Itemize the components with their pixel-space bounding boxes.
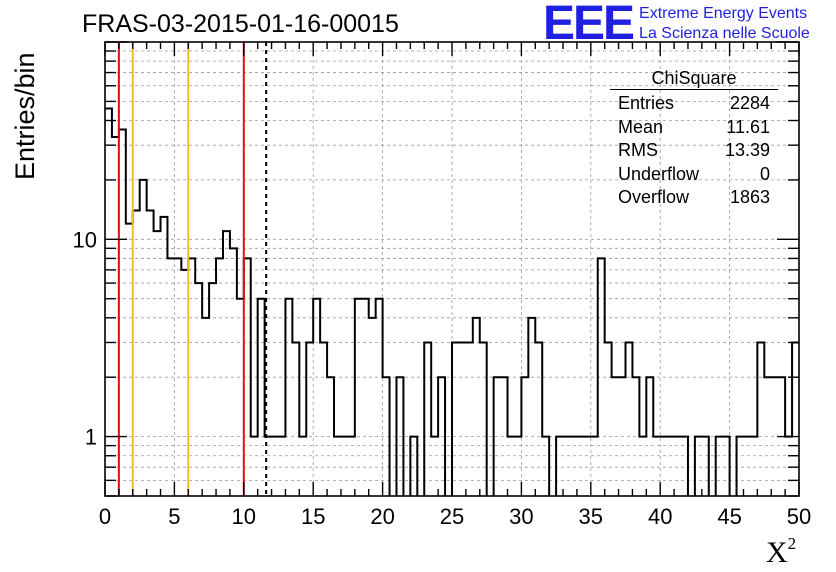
stats-row: RMS 13.39 [608, 139, 778, 163]
stats-row: Underflow 0 [608, 163, 778, 187]
stats-row: Mean 11.61 [608, 116, 778, 140]
x-tick-label: 45 [717, 504, 741, 529]
y-tick-label: 1 [85, 425, 97, 450]
x-tick-label: 0 [99, 504, 111, 529]
stats-title: ChiSquare [610, 68, 778, 90]
stats-label: Overflow [618, 187, 690, 207]
stats-label: RMS [618, 140, 658, 160]
stats-value: 1863 [729, 187, 770, 207]
logo-line2: La Scienza nelle Scuole [639, 25, 810, 42]
y-tick-label: 10 [73, 227, 97, 252]
x-tick-label: 40 [648, 504, 672, 529]
y-axis-label: Entries/bin [10, 52, 40, 180]
x-axis-label: X2 [766, 534, 797, 570]
stats-row: Entries 2284 [608, 92, 778, 116]
x-tick-label: 35 [579, 504, 603, 529]
stats-box: ChiSquare Entries 2284 Mean 11.61 RMS 13.39… [608, 68, 778, 210]
stats-label: Mean [618, 116, 664, 137]
x-tick-label: 50 [787, 504, 811, 529]
x-tick-label: 5 [168, 504, 180, 529]
stats-value: 11.61 [726, 116, 770, 137]
stats-value: 2284 [729, 93, 770, 113]
x-tick-label: 25 [440, 504, 464, 529]
eee-logo: EEE Extreme Energy Events La Scienza nel… [543, 0, 810, 50]
logo-text: Extreme Energy Events La Scienza nelle S… [639, 4, 810, 44]
x-tick-label: 10 [232, 504, 256, 529]
x-tick-label: 30 [509, 504, 533, 529]
histogram-series [105, 107, 799, 496]
x-axis-label-base: X [766, 536, 788, 569]
x-tick-label: 15 [301, 504, 325, 529]
stats-value: 13.39 [724, 140, 770, 160]
logo-mark: EEE [543, 0, 635, 50]
stats-label: Entries [618, 93, 675, 113]
histogram-title: FRAS-03-2015-01-16-00015 [82, 10, 399, 38]
x-axis-label-sup: 2 [787, 534, 797, 553]
stats-value: 0 [759, 163, 770, 184]
x-tick-label: 20 [370, 504, 394, 529]
stats-row: Overflow 1863 [608, 186, 778, 210]
logo-line1: Extreme Energy Events [639, 5, 808, 22]
stats-label: Underflow [618, 163, 700, 184]
